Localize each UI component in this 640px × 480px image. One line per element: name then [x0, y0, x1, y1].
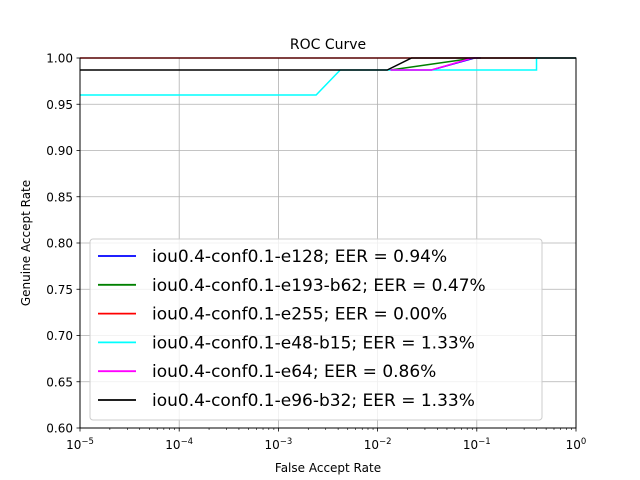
y-tick-label: 0.80	[46, 237, 73, 251]
x-tick-label: 100	[566, 437, 587, 452]
x-axis-label: False Accept Rate	[275, 461, 381, 475]
series-line-1	[390, 57, 475, 71]
y-tick-label: 0.85	[46, 190, 73, 204]
y-tick-label: 0.60	[46, 422, 73, 436]
y-tick-label: 0.75	[46, 283, 73, 297]
x-tick-label: 10−4	[165, 437, 193, 452]
x-tick-label: 10−5	[66, 437, 94, 452]
y-tick-label: 1.00	[46, 52, 73, 66]
legend-label: iou0.4-conf0.1-e193-b62; EER = 0.47%	[152, 276, 486, 296]
legend: iou0.4-conf0.1-e128; EER = 0.94% iou0.4-c…	[89, 238, 543, 421]
chart-title: ROC Curve	[290, 37, 366, 53]
legend-label: iou0.4-conf0.1-e128; EER = 0.94%	[152, 247, 447, 267]
tick-layer: 10−5 10−4 10−3 10−2 10−1 100 0.60 0.65 0.70 0.75 0…	[46, 52, 586, 453]
legend-label: iou0.4-conf0.1-e255; EER = 0.00%	[152, 305, 447, 325]
x-tick-label: 10−3	[264, 437, 292, 452]
y-tick-label: 0.90	[46, 144, 73, 158]
legend-label: iou0.4-conf0.1-e48-b15; EER = 1.33%	[152, 333, 475, 353]
y-tick-label: 0.95	[46, 98, 73, 112]
y-tick-label: 0.65	[46, 375, 73, 389]
legend-label: iou0.4-conf0.1-e96-b32; EER = 1.33%	[152, 391, 475, 411]
y-tick-label: 0.70	[46, 329, 73, 343]
x-tick-label: 10−2	[364, 437, 392, 452]
y-axis-label: Genuine Accept Rate	[19, 180, 33, 306]
x-tick-label: 10−1	[463, 437, 491, 452]
legend-box	[89, 238, 543, 421]
legend-label: iou0.4-conf0.1-e64; EER = 0.86%	[152, 362, 436, 382]
